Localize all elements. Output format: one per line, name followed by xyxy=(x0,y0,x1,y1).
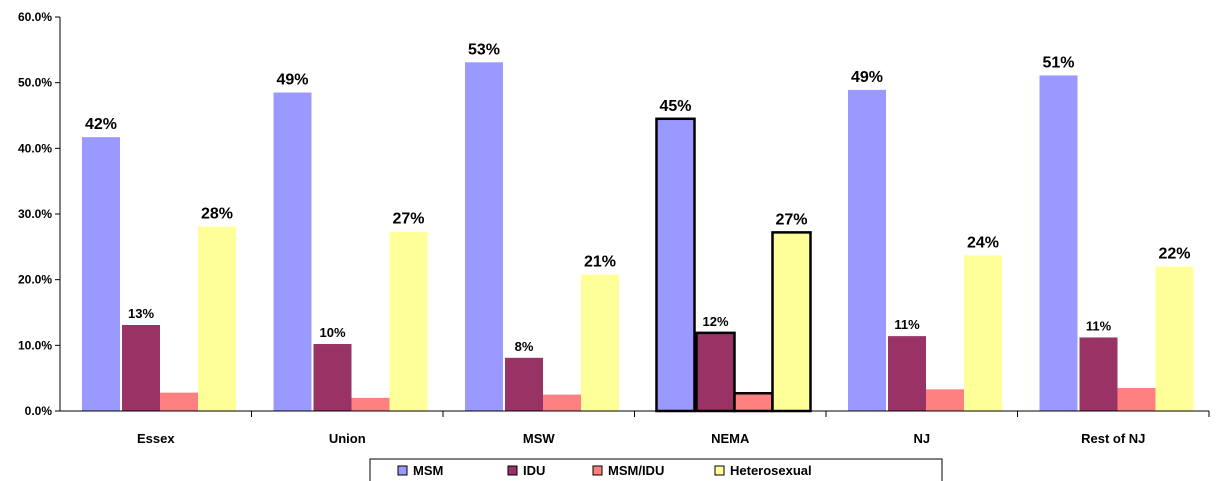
data-label: 13% xyxy=(128,306,154,321)
data-label: 51% xyxy=(1042,54,1074,71)
bar-idu-nj xyxy=(888,336,926,411)
data-label: 53% xyxy=(468,41,500,58)
bar-msm-nj xyxy=(848,89,886,411)
bar-idu-union xyxy=(313,344,352,411)
data-label: 22% xyxy=(1158,246,1190,263)
data-label: 11% xyxy=(894,317,920,332)
bar-msm-union xyxy=(273,92,312,412)
y-axis: 0.0% 10.0% 20.0% 30.0% 40.0% 50.0% 60.0% xyxy=(18,10,61,418)
data-label: 42% xyxy=(85,116,117,133)
data-label: 45% xyxy=(659,98,691,115)
legend-label: IDU xyxy=(523,463,545,478)
legend-label: MSM xyxy=(413,463,443,478)
bar-msm-idu-msw xyxy=(543,394,581,411)
x-tick-label: Essex xyxy=(137,431,175,446)
legend-swatch xyxy=(397,465,408,476)
legend: MSM IDU MSM/IDU Heterosexual xyxy=(369,458,943,481)
legend-swatch xyxy=(592,465,603,476)
data-label: 24% xyxy=(967,234,999,251)
bar-idu-nema xyxy=(695,331,736,413)
bar-msm-idu-nema xyxy=(733,392,774,413)
data-label: 49% xyxy=(276,72,308,89)
x-tick-label: Union xyxy=(329,431,366,446)
bar-msm-rest-of-nj xyxy=(1039,75,1078,412)
y-tick-label: 0.0% xyxy=(25,404,53,418)
data-label: 21% xyxy=(584,253,616,270)
x-axis: Essex Union MSW NEMA NJ Rest of NJ xyxy=(60,410,1210,446)
bar-msm-msw xyxy=(465,62,503,412)
legend-swatch xyxy=(507,465,518,476)
bar-idu-rest-of-nj xyxy=(1079,337,1118,411)
bar-msm-nema xyxy=(655,117,696,413)
x-tick-label: NEMA xyxy=(711,431,750,446)
data-label: 11% xyxy=(1086,318,1112,333)
data-label: 28% xyxy=(201,205,233,222)
bar-msm-essex xyxy=(82,137,120,412)
legend-label: MSM/IDU xyxy=(608,463,664,478)
data-label: 27% xyxy=(775,211,807,228)
bars: 42% 13% 28% 49% 10% 27% 53% 8% 21% 45% 12% 27% 49% 11… xyxy=(82,41,1194,413)
bar-heterosexual-rest-of-nj xyxy=(1155,266,1194,411)
bar-heterosexual-union xyxy=(389,231,428,411)
data-label: 8% xyxy=(515,339,534,354)
bar-idu-essex xyxy=(122,324,160,411)
x-tick-label: NJ xyxy=(913,431,930,446)
y-tick-label: 40.0% xyxy=(18,141,52,155)
bar-heterosexual-essex xyxy=(198,226,236,411)
data-label: 10% xyxy=(319,325,345,340)
data-label: 49% xyxy=(851,69,883,86)
y-tick-label: 20.0% xyxy=(18,273,52,287)
y-tick-label: 60.0% xyxy=(18,10,52,24)
bar-heterosexual-msw xyxy=(581,274,619,411)
bar-msm-idu-union xyxy=(351,397,390,411)
x-tick-label: MSW xyxy=(523,431,556,446)
y-tick-label: 50.0% xyxy=(18,76,52,90)
bar-msm-idu-rest-of-nj xyxy=(1117,388,1156,411)
bar-msm-idu-nj xyxy=(926,389,964,411)
bar-heterosexual-nj xyxy=(964,255,1002,411)
bar-idu-msw xyxy=(505,357,543,411)
legend-label: Heterosexual xyxy=(730,463,812,478)
y-tick-label: 30.0% xyxy=(18,207,52,221)
data-label: 27% xyxy=(392,211,424,228)
bar-heterosexual-nema xyxy=(771,231,812,413)
bar-msm-idu-essex xyxy=(160,392,198,411)
x-tick-label: Rest of NJ xyxy=(1081,431,1145,446)
y-tick-label: 10.0% xyxy=(18,338,52,352)
data-label: 12% xyxy=(702,314,728,329)
legend-swatch xyxy=(714,465,725,476)
